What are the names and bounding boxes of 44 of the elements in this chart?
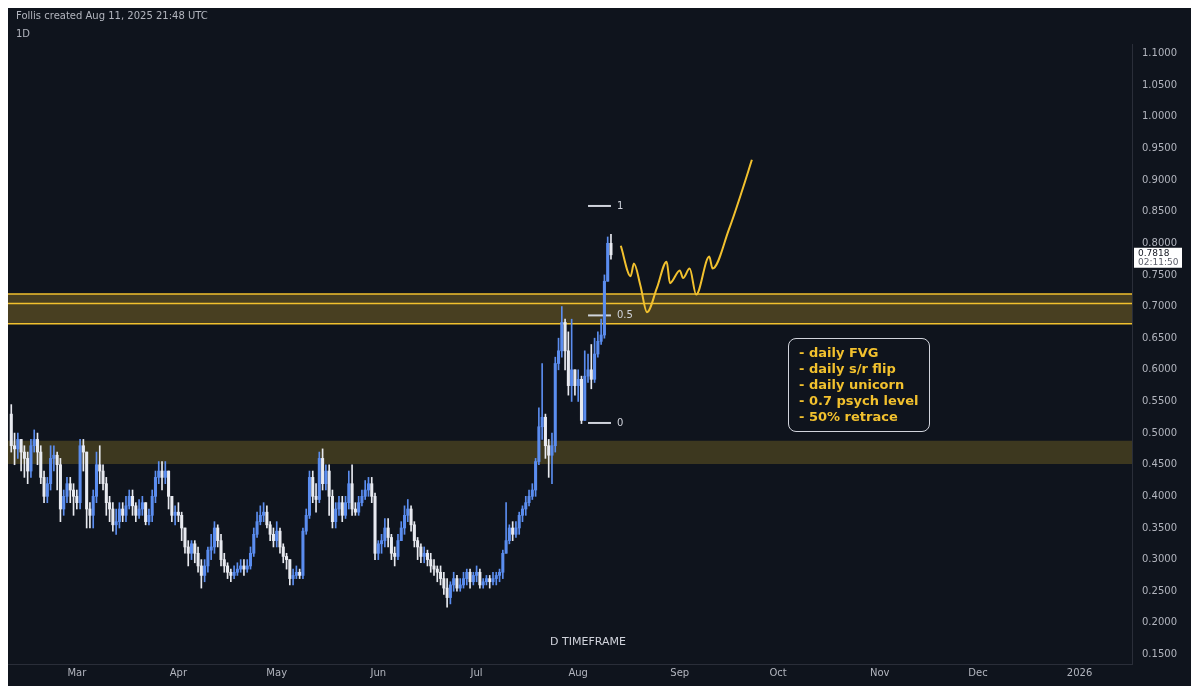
x-tick-label: Apr <box>169 666 188 678</box>
x-tick-label: Sep <box>670 666 690 678</box>
y-tick-label: 0.4500 <box>1142 458 1178 470</box>
y-tick-label: 0.7000 <box>1142 300 1178 312</box>
y-tick-label: 0.9000 <box>1142 173 1178 185</box>
y-tick-label: 0.1500 <box>1142 648 1178 660</box>
x-tick-label: Oct <box>769 666 787 678</box>
annotation: 0.5 <box>616 309 633 320</box>
y-tick-label: 0.6000 <box>1142 363 1178 375</box>
y-tick-label: 1.0500 <box>1142 78 1178 90</box>
annotation: - daily FVG <box>799 345 880 361</box>
x-tick-label: Jun <box>369 666 387 678</box>
annotation: - 50% retrace <box>799 409 899 425</box>
x-tick-label: Jul <box>469 666 483 678</box>
x-tick-label: Mar <box>67 666 88 678</box>
x-tick-label: Aug <box>568 666 588 678</box>
y-tick-label: 1.1000 <box>1142 47 1178 59</box>
y-tick-label: 0.2000 <box>1142 616 1178 628</box>
y-tick-label: 0.7500 <box>1142 268 1178 280</box>
y-tick-label: 0.6500 <box>1142 331 1178 343</box>
y-tick-label: 0.3000 <box>1142 553 1178 565</box>
annotation: - daily unicorn <box>799 377 906 393</box>
text: 1D <box>16 27 31 39</box>
annotation: D TIMEFRAME <box>550 634 626 648</box>
y-tick-label: 0.4000 <box>1142 489 1178 501</box>
y-tick-label: 0.8000 <box>1142 236 1178 248</box>
annotation: - daily s/r flip <box>799 361 897 377</box>
y-tick-label: 0.9500 <box>1142 141 1178 153</box>
text: Follis created Aug 11, 2025 21:48 UTC <box>16 9 208 21</box>
x-tick-label: Nov <box>869 666 890 678</box>
text: 02:11:50 <box>1138 257 1179 268</box>
x-tick-label: 2026 <box>1066 666 1093 678</box>
annotation: 0 <box>616 416 624 428</box>
y-tick-label: 0.5000 <box>1142 426 1178 438</box>
y-tick-label: 0.2500 <box>1142 584 1178 596</box>
annotation: - 0.7 psych level <box>799 393 919 409</box>
y-tick-label: 0.5500 <box>1142 395 1178 407</box>
x-tick-label: Dec <box>968 666 988 678</box>
text: 0.7818 <box>1138 248 1170 259</box>
y-tick-label: 0.8500 <box>1142 205 1178 217</box>
x-tick-label: May <box>266 666 288 678</box>
y-tick-label: 0.3500 <box>1142 521 1178 533</box>
annotation: 1 <box>616 199 624 211</box>
y-tick-label: 1.0000 <box>1142 110 1178 122</box>
